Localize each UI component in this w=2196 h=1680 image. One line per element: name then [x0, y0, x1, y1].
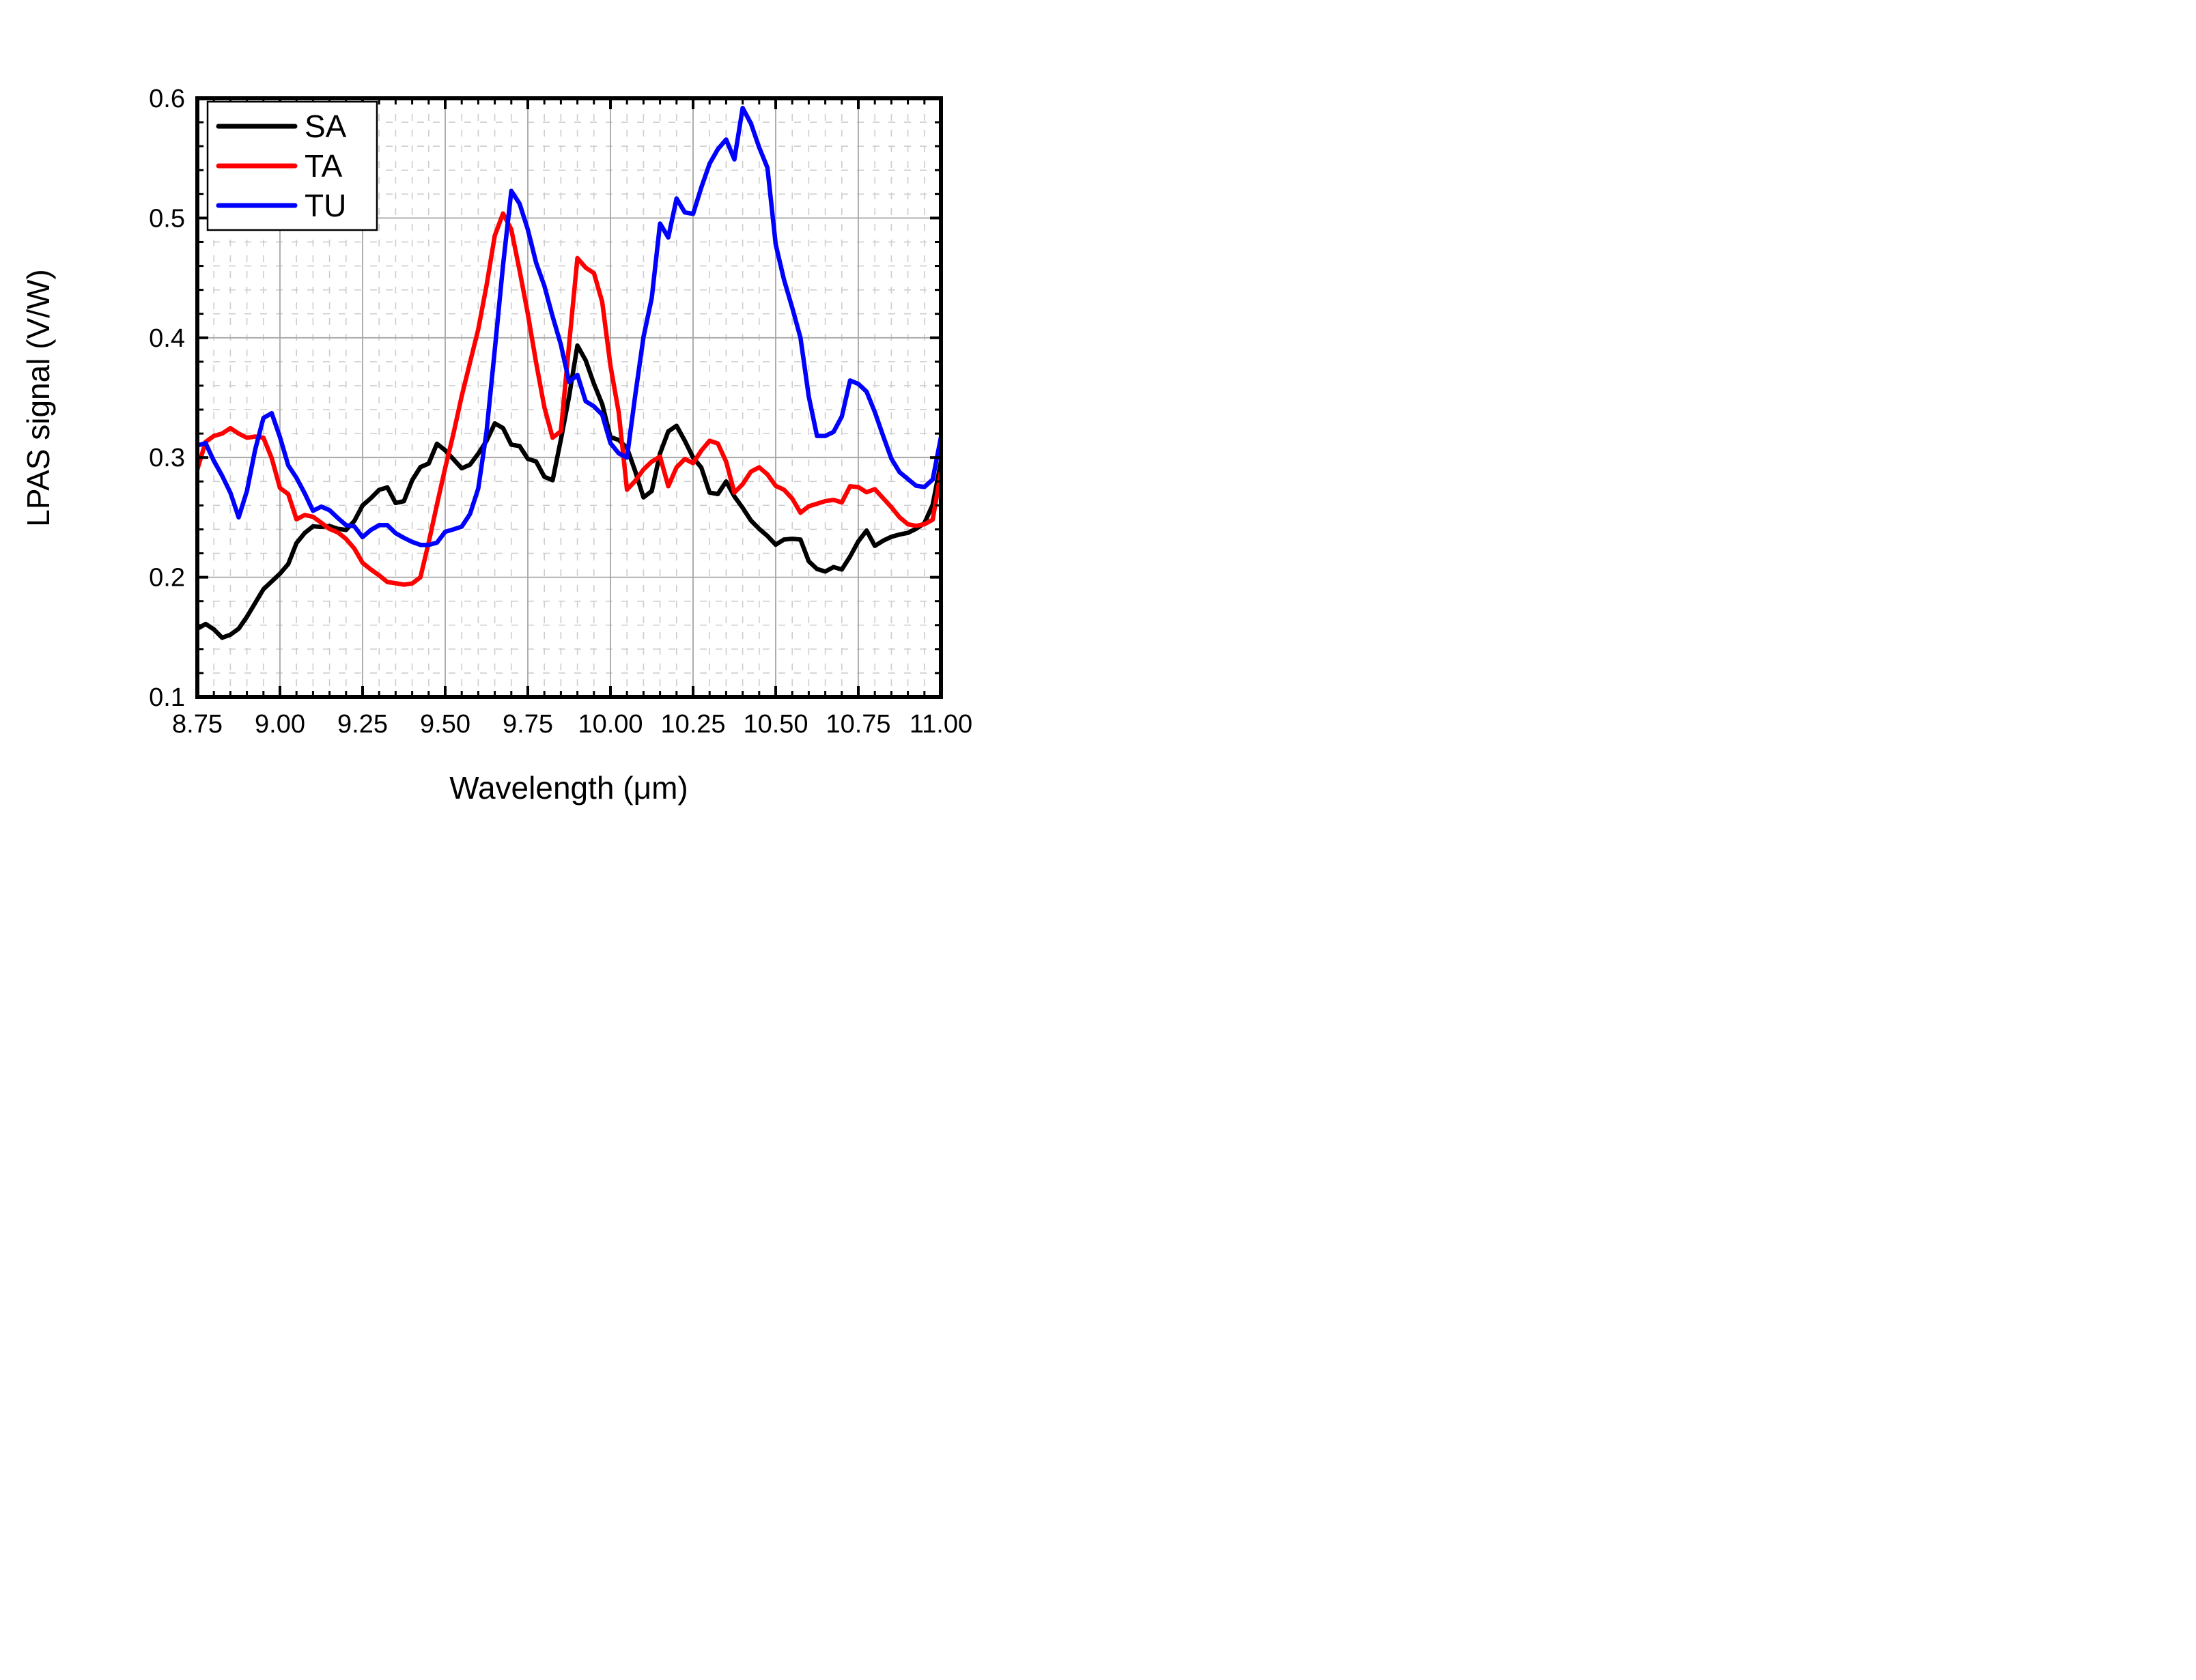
chart-figure: 8.75 9.00 9.25 9.50 9.75 10.00 10.25 10.50 10.75…: [0, 0, 1098, 840]
line-chart: 8.75 9.00 9.25 9.50 9.75 10.00 10.25 10.50 10.75…: [20, 85, 972, 806]
legend-label-TU: TU: [305, 188, 346, 223]
plot-frame: [195, 96, 943, 699]
y-tick-label: 0.1: [149, 683, 185, 712]
x-tick-label: 9.00: [255, 710, 305, 739]
y-tick-label: 0.2: [149, 564, 185, 593]
series-line-TA: [197, 211, 941, 587]
y-tick-label: 0.5: [149, 204, 185, 233]
legend-label-TA: TA: [305, 148, 343, 184]
plot-border: [195, 96, 943, 699]
y-tick-label: 0.4: [149, 324, 185, 353]
legend: SA TA TU: [206, 100, 378, 231]
x-axis-title: Wavelength (μm): [449, 770, 688, 806]
x-tick-label: 10.50: [743, 710, 808, 739]
y-tick-label: 0.6: [149, 85, 185, 113]
x-tick-label: 10.75: [826, 710, 890, 739]
x-tick-label: 8.75: [172, 710, 223, 739]
y-tick-label: 0.3: [149, 444, 185, 472]
series-line-SA: [197, 343, 941, 640]
tick-labels: 8.75 9.00 9.25 9.50 9.75 10.00 10.25 10.50 10.75…: [149, 85, 972, 739]
x-tick-label: 9.50: [420, 710, 470, 739]
x-tick-label: 9.75: [503, 710, 553, 739]
x-tick-label: 10.25: [660, 710, 725, 739]
series-line-TU: [197, 105, 941, 547]
y-axis-title: LPAS signal (V/W): [20, 269, 56, 526]
x-tick-label: 10.00: [578, 710, 643, 739]
major-gridlines: [197, 98, 941, 697]
x-tick-label: 11.00: [910, 710, 972, 739]
legend-label-SA: SA: [305, 109, 347, 144]
x-tick-label: 9.25: [337, 710, 388, 739]
series-lines: [197, 105, 941, 640]
